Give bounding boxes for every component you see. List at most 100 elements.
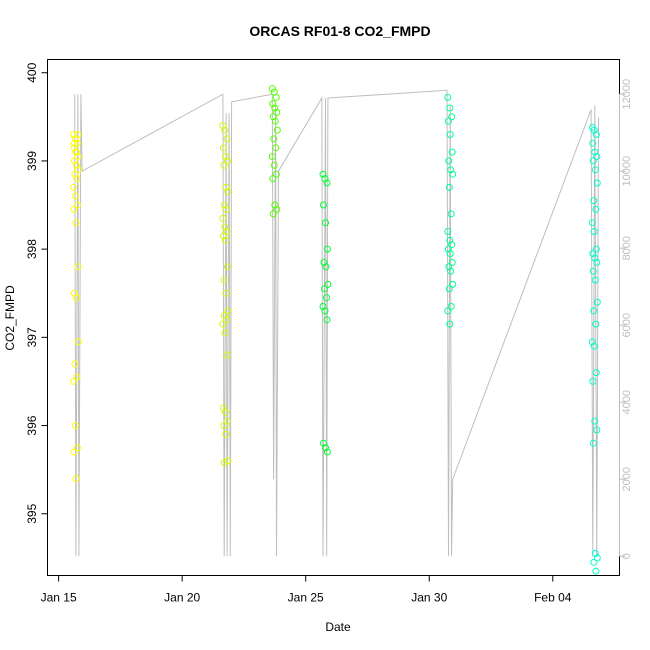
- data-point: [273, 126, 281, 134]
- x-axis-label: Date: [325, 620, 351, 634]
- data-point: [69, 377, 77, 385]
- data-point: [221, 236, 229, 244]
- data-point: [73, 175, 81, 183]
- data-point: [593, 153, 601, 160]
- data-point: [589, 267, 597, 275]
- data-point: [219, 214, 227, 222]
- data-point: [590, 228, 598, 235]
- data-point: [448, 113, 456, 121]
- data-point: [448, 258, 456, 266]
- data-point: [445, 183, 453, 191]
- data-point: [272, 93, 280, 101]
- data-point: [322, 219, 329, 227]
- y-tick-label: 396: [25, 415, 39, 435]
- data-point: [590, 342, 598, 350]
- data-point: [590, 197, 598, 205]
- data-point: [223, 417, 231, 425]
- data-point: [444, 228, 452, 235]
- data-point: [71, 422, 79, 430]
- y2-tick-label: 12000: [621, 79, 633, 110]
- plot-frame: [47, 59, 620, 576]
- data-point: [588, 338, 596, 346]
- data-point: [74, 153, 82, 160]
- y2-tick-label: 0: [621, 553, 633, 559]
- data-point: [323, 179, 331, 187]
- data-point: [74, 338, 82, 346]
- series-rf05: [444, 93, 457, 328]
- data-point: [447, 267, 455, 275]
- data-point: [320, 201, 327, 209]
- y2-tick-label: 10000: [621, 156, 633, 187]
- data-point: [70, 448, 78, 456]
- data-point: [591, 549, 599, 557]
- data-point: [74, 263, 82, 271]
- data-point: [323, 294, 330, 302]
- data-point: [272, 170, 280, 178]
- data-point: [449, 280, 457, 288]
- data-point: [323, 448, 331, 456]
- data-point: [223, 157, 231, 165]
- data-point: [221, 329, 229, 337]
- data-point: [445, 263, 453, 271]
- data-point: [444, 117, 452, 125]
- data-point: [222, 205, 230, 213]
- data-point: [220, 311, 228, 319]
- data-point: [71, 192, 79, 200]
- data-point: [222, 183, 230, 191]
- data-point: [222, 430, 230, 438]
- chart-title: ORCAS RF01-8 CO2_FMPD: [249, 23, 430, 39]
- data-point: [269, 113, 277, 121]
- data-point: [220, 201, 228, 209]
- data-point: [222, 316, 230, 324]
- data-point: [269, 210, 277, 218]
- data-point: [221, 223, 229, 231]
- data-point: [270, 135, 278, 143]
- data-point: [449, 170, 457, 178]
- data-point: [592, 205, 600, 213]
- data-point: [71, 360, 79, 368]
- data-point: [72, 219, 80, 227]
- data-point: [220, 276, 228, 284]
- data-point: [322, 263, 330, 271]
- series-rf04: [319, 170, 332, 456]
- data-point: [223, 263, 231, 271]
- y-tick-label: 395: [25, 503, 39, 523]
- x-tick-label: Feb 04: [534, 591, 572, 605]
- data-point: [444, 93, 452, 101]
- data-point: [447, 166, 455, 174]
- data-point: [323, 316, 331, 324]
- data-point: [224, 457, 232, 465]
- data-point: [224, 188, 232, 196]
- data-point: [593, 554, 601, 562]
- data-point: [590, 307, 598, 315]
- data-point: [445, 285, 453, 293]
- data-point: [74, 166, 82, 174]
- data-point: [446, 236, 454, 244]
- data-point: [591, 148, 599, 156]
- data-point: [273, 108, 281, 116]
- data-point: [589, 157, 597, 165]
- data-point: [221, 153, 229, 160]
- data-point: [591, 254, 599, 262]
- x-axis: Jan 15 Jan 20 Jan 25 Jan 30 Feb 04: [41, 575, 572, 605]
- data-point: [70, 289, 78, 297]
- y-axis-label: CO2_FMPD: [3, 285, 17, 351]
- y-axis: 395 396 397 398 399 400: [25, 62, 48, 524]
- altitude-layer: [74, 89, 599, 557]
- data-point: [592, 320, 600, 328]
- data-point: [269, 175, 277, 183]
- data-point: [220, 161, 228, 169]
- series-rf03: [268, 85, 281, 218]
- data-point: [446, 131, 454, 138]
- data-point: [271, 104, 279, 112]
- data-point: [321, 307, 329, 315]
- data-point: [446, 320, 454, 328]
- data-point: [588, 219, 596, 227]
- data-point: [319, 170, 327, 178]
- data-point: [448, 241, 456, 249]
- data-point: [591, 276, 599, 284]
- y2-axis: 0 2000 4000 6000 8000 10000 12000: [619, 79, 633, 559]
- data-point: [321, 285, 328, 293]
- data-point: [74, 131, 82, 138]
